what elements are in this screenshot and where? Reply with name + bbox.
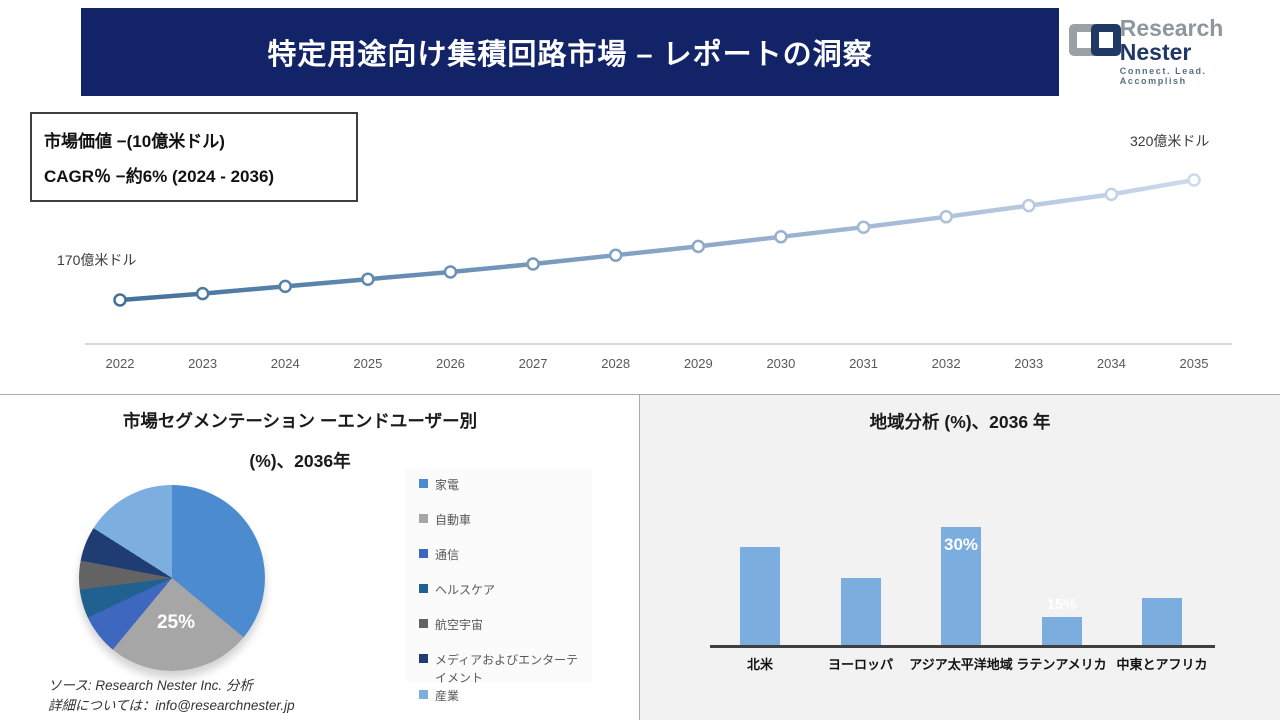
legend-swatch-icon xyxy=(419,514,428,523)
region-bar xyxy=(1142,597,1182,645)
data-point-marker xyxy=(1022,198,1036,213)
year-tick-label: 2024 xyxy=(270,356,300,371)
legend-label: ヘルスケア xyxy=(435,583,496,597)
source-line: ソース: Research Nester Inc. 分析 xyxy=(48,678,253,693)
year-tick-label: 2034 xyxy=(1096,356,1126,371)
legend-label: 自動車 xyxy=(435,513,472,527)
year-tick-label: 2025 xyxy=(353,356,383,371)
market-value-label: 市場価値 −(10億米ドル) xyxy=(44,132,225,151)
legend-swatch-icon xyxy=(419,584,428,593)
bar-category-label: 北米 xyxy=(746,657,773,672)
year-tick-label: 2030 xyxy=(766,356,796,371)
year-tick-label: 2033 xyxy=(1014,356,1044,371)
legend-label: 産業 xyxy=(435,689,460,703)
data-point-marker xyxy=(774,230,788,244)
legend-item: 自動車 xyxy=(419,511,592,529)
year-tick-label: 2026 xyxy=(435,356,465,371)
region-bar xyxy=(1041,617,1082,645)
cagr-label: CAGR％ −約6% (2024 - 2036) xyxy=(44,167,275,186)
data-point-marker xyxy=(939,210,953,224)
year-tick-label: 2027 xyxy=(518,356,548,371)
legend-swatch-icon xyxy=(419,654,428,663)
legend-item: 航空宇宙 xyxy=(419,616,592,634)
year-tick-label: 2031 xyxy=(849,356,878,371)
vertical-divider xyxy=(639,394,640,720)
end-value-label: 320億米ドル xyxy=(1130,133,1210,149)
data-point-marker xyxy=(608,248,623,262)
data-point-marker xyxy=(195,286,210,301)
data-point-marker xyxy=(443,265,458,279)
legend-swatch-icon xyxy=(419,479,428,488)
region-title: 地域分析 (%)、2036 年 xyxy=(869,412,1051,432)
horizontal-divider xyxy=(0,394,1280,395)
start-value-label: 170億米ドル xyxy=(57,252,137,268)
data-point-marker xyxy=(278,279,292,294)
legend-item: 家電 xyxy=(419,476,592,494)
data-point-marker xyxy=(113,293,127,307)
bar-category-label: ヨーロッパ xyxy=(827,657,893,672)
logo-text: Research Nester Connect. Lead. Accomplis… xyxy=(1120,16,1269,86)
bar-data-label: 30% xyxy=(943,535,979,554)
bar-category-label: アジア太平洋地域 xyxy=(909,657,1013,672)
year-tick-label: 2028 xyxy=(601,356,631,371)
regional-analysis-panel: 地域分析 (%)、2036 年 北米 ヨーロッパ アジア太平洋地域 30% ラテンアメリ… xyxy=(640,395,1280,720)
legend-label: 通信 xyxy=(435,548,460,562)
legend-item: ヘルスケア xyxy=(419,581,592,599)
region-bar xyxy=(941,527,981,645)
legend-label: 航空宇宙 xyxy=(435,618,484,632)
header-banner: 特定用途向け集積回路市場 – レポートの洞察 xyxy=(81,8,1059,96)
year-tick-label: 2022 xyxy=(105,356,135,371)
logo-brand-primary: Research xyxy=(1119,15,1224,41)
logo-brand-secondary: Nester xyxy=(1119,39,1192,66)
legend-item: 通信 xyxy=(419,546,592,564)
line-series xyxy=(113,173,1201,307)
logo-tagline: Connect. Lead. Accomplish xyxy=(1119,66,1207,86)
region-bar xyxy=(740,546,780,645)
year-tick-label: 2029 xyxy=(683,356,713,371)
bar-category-label: ラテンアメリカ xyxy=(1016,657,1107,672)
year-tick-label: 2023 xyxy=(188,356,218,371)
segmentation-title-line1: 市場セグメンテーション ーエンドユーザー別 xyxy=(122,411,478,431)
data-point-marker xyxy=(691,239,706,254)
trend-line xyxy=(119,177,1195,303)
pie-legend: 家電自動車通信ヘルスケア航空宇宙メディアおよびエンターテイメント産業 xyxy=(405,468,592,703)
legend-item: 産業 xyxy=(419,687,592,705)
pie-data-label: 25% xyxy=(156,612,196,633)
legend-swatch-icon xyxy=(419,690,428,699)
region-bar xyxy=(840,578,881,645)
chain-links-icon xyxy=(1069,20,1121,60)
legend-item: メディアおよびエンターテイメント xyxy=(419,651,592,687)
data-point-marker xyxy=(856,220,871,234)
end-user-pie-chart xyxy=(79,485,265,671)
market-value-info-box: 市場価値 −(10億米ドル) CAGR％ −約6% (2024 - 2036) xyxy=(30,112,358,202)
data-point-marker xyxy=(1104,187,1119,202)
bar-x-axis-line xyxy=(710,645,1215,648)
segmentation-title-line2: (%)、2036年 xyxy=(249,451,351,471)
year-tick-label: 2032 xyxy=(931,356,961,371)
market-value-line-chart xyxy=(85,173,1232,345)
data-point-marker xyxy=(526,257,540,271)
legend-swatch-icon xyxy=(419,549,428,558)
data-point-marker xyxy=(361,272,375,286)
legend-label: 家電 xyxy=(435,478,460,492)
legend-label: メディアおよびエンターテイメント xyxy=(435,653,579,685)
contact-line: 詳細については：info@researchnester.jp xyxy=(48,698,295,713)
research-nester-logo: Research Nester Connect. Lead. Accomplis… xyxy=(1069,16,1269,85)
page-title: 特定用途向け集積回路市場 – レポートの洞察 xyxy=(267,39,873,71)
data-point-marker xyxy=(1187,173,1201,187)
bar-category-label: 中東とアフリカ xyxy=(1116,657,1208,672)
legend-swatch-icon xyxy=(419,619,428,628)
year-tick-label: 2035 xyxy=(1179,356,1209,371)
bar-data-label: 15% xyxy=(1046,596,1077,614)
link-square-navy-icon xyxy=(1091,24,1121,56)
